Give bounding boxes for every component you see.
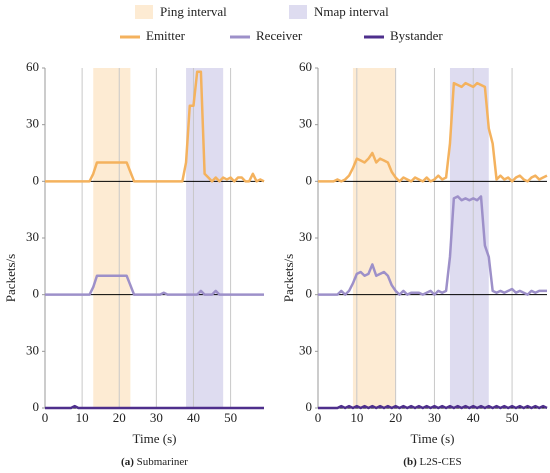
caption-label: (b) — [403, 456, 417, 468]
legend-label: Nmap interval — [314, 4, 389, 19]
y-tick-label: 0 — [33, 172, 40, 187]
x-tick-label: 20 — [113, 410, 126, 425]
x-tick-label: 0 — [42, 410, 49, 425]
x-tick-label: 10 — [350, 410, 363, 425]
x-tick-label: 20 — [389, 410, 402, 425]
caption-label: (a) — [121, 456, 134, 468]
interval-band — [352, 68, 396, 408]
series-line — [318, 195, 547, 296]
legend-label: Receiver — [256, 28, 303, 43]
series-line — [45, 70, 265, 183]
series-line — [318, 81, 548, 183]
y-tick-label: 0 — [306, 399, 313, 414]
y-tick-label: 30 — [299, 342, 312, 357]
series-line — [45, 274, 264, 296]
y-tick-label: 0 — [306, 286, 313, 301]
x-tick-label: 30 — [428, 410, 441, 425]
caption-text: L2S-CES — [420, 456, 462, 468]
y-axis-label: Packets/s — [281, 254, 296, 302]
interval-band — [449, 68, 489, 408]
y-tick-label: 60 — [299, 59, 312, 74]
x-tick-label: 10 — [76, 410, 89, 425]
y-tick-label: 30 — [26, 342, 39, 357]
y-tick-label: 0 — [306, 172, 313, 187]
series-line — [318, 404, 548, 410]
y-tick-label: 30 — [26, 229, 39, 244]
x-tick-label: 30 — [150, 410, 163, 425]
x-tick-label: 40 — [187, 410, 200, 425]
interval-band — [186, 68, 224, 408]
caption: (a) Submariner — [121, 456, 188, 468]
y-axis-label: Packets/s — [3, 254, 18, 302]
legend-label: Ping interval — [160, 4, 227, 19]
legend-swatch — [135, 5, 153, 19]
legend-swatch — [289, 5, 307, 19]
y-tick-label: 30 — [299, 229, 312, 244]
y-tick-label: 0 — [33, 399, 40, 414]
x-tick-label: 40 — [467, 410, 480, 425]
y-tick-label: 30 — [26, 116, 39, 131]
legend-label: Bystander — [390, 28, 443, 43]
y-tick-label: 60 — [26, 59, 39, 74]
x-axis-label: Time (s) — [411, 431, 455, 446]
legend-label: Emitter — [146, 28, 186, 43]
caption-text: Submariner — [137, 456, 189, 468]
y-tick-label: 0 — [33, 286, 40, 301]
x-axis-label: Time (s) — [133, 431, 177, 446]
x-tick-label: 50 — [224, 410, 237, 425]
y-tick-label: 30 — [299, 116, 312, 131]
caption: (b) L2S-CES — [403, 456, 461, 468]
x-tick-label: 50 — [506, 410, 519, 425]
x-tick-label: 0 — [315, 410, 322, 425]
series-line — [45, 404, 264, 410]
interval-band — [93, 68, 131, 408]
